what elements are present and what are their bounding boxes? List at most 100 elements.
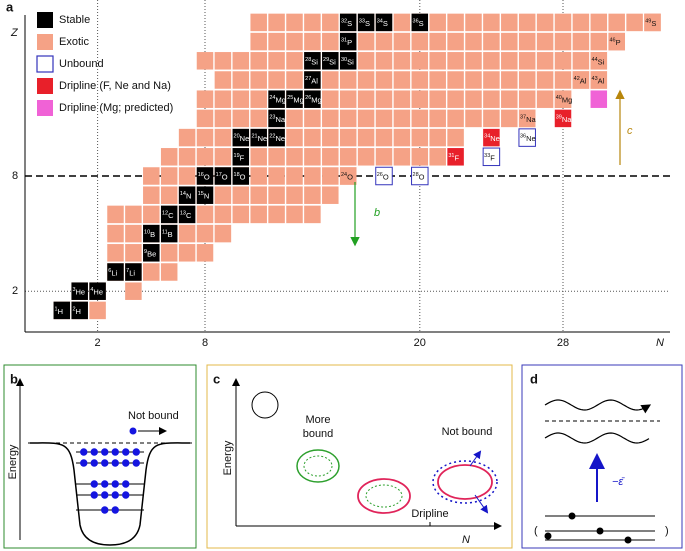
panel-label: d xyxy=(530,371,538,386)
nuclide xyxy=(143,205,160,224)
element: Ne xyxy=(275,134,285,143)
mass-number: 15 xyxy=(198,192,204,198)
panel-b-frame xyxy=(3,364,197,549)
nuclide xyxy=(250,109,267,128)
nuclide xyxy=(411,71,429,89)
nuclide xyxy=(160,244,178,262)
nuclide-label: 43Al xyxy=(592,76,605,85)
nuclide xyxy=(304,128,321,147)
nuclide xyxy=(447,71,464,89)
nuclide xyxy=(375,166,393,186)
nuclide-label: 24O xyxy=(341,172,353,181)
element: S xyxy=(383,19,388,28)
nuclide-label: 33F xyxy=(484,153,495,162)
x-axis-label: N xyxy=(462,534,470,546)
element: O xyxy=(419,172,425,181)
nuclide xyxy=(518,128,536,147)
mass-number: 12 xyxy=(162,211,168,217)
nuclide xyxy=(268,128,285,147)
nuclide xyxy=(304,52,321,70)
mass-number: 33 xyxy=(484,153,490,159)
n-tick-label: 20 xyxy=(414,337,426,349)
element: F xyxy=(490,153,495,162)
nuclide xyxy=(232,205,250,224)
potential-well xyxy=(29,442,191,546)
nuclide xyxy=(572,71,590,89)
nuclide xyxy=(375,148,393,166)
nuclide xyxy=(286,128,303,147)
mass-number: 7 xyxy=(126,268,129,274)
nuclide xyxy=(214,109,232,128)
nuclide xyxy=(465,109,482,128)
nuclide xyxy=(160,186,178,204)
nuclide xyxy=(322,52,339,70)
nuclide xyxy=(590,32,608,51)
nuclide xyxy=(483,90,500,108)
mass-number: 25 xyxy=(287,96,293,102)
particle xyxy=(111,506,119,514)
nuclide xyxy=(196,205,214,224)
nuclide xyxy=(554,32,572,51)
particle xyxy=(80,448,88,456)
nuclide xyxy=(143,244,160,262)
nuclide xyxy=(375,52,393,70)
element: P xyxy=(616,38,621,47)
legend-swatch xyxy=(37,34,53,50)
nuclide xyxy=(375,13,393,32)
nuclide xyxy=(160,167,178,185)
nuclide xyxy=(357,13,375,32)
nuclide xyxy=(339,109,357,128)
nuclide xyxy=(214,148,232,166)
panel-label: b xyxy=(10,371,18,386)
nuclide-label: 17O xyxy=(216,172,228,181)
nuclide-label: 10B xyxy=(144,230,155,239)
nuclide xyxy=(447,90,464,108)
mass-number: 30 xyxy=(341,57,347,63)
bracket: ( xyxy=(534,525,538,537)
mass-number: 24 xyxy=(341,172,347,178)
nuclide-label: 33S xyxy=(359,19,370,28)
nuclide xyxy=(286,167,303,185)
legend-label: Dripline (Mg; predicted) xyxy=(59,102,173,114)
nuclide xyxy=(482,147,501,167)
nuclide xyxy=(339,71,357,89)
nuclide xyxy=(160,148,178,166)
mass-number: 39 xyxy=(556,115,562,121)
particle xyxy=(111,491,119,499)
nuclide xyxy=(447,128,464,147)
nuclide-label: 26O xyxy=(377,172,389,181)
nuclide xyxy=(483,32,500,51)
annotation: Dripline xyxy=(411,508,448,520)
legend-label: Stable xyxy=(59,14,90,26)
particle xyxy=(90,491,98,499)
nuclide xyxy=(214,52,232,70)
nuclide xyxy=(465,13,482,32)
nuclide xyxy=(608,13,625,32)
particle xyxy=(101,480,109,488)
particle xyxy=(122,480,130,488)
mass-number: 1 xyxy=(55,307,58,313)
element: N xyxy=(186,192,191,201)
nuclide xyxy=(429,32,446,51)
nuclide-label: 9Be xyxy=(144,249,156,258)
element: Be xyxy=(147,249,156,258)
nuclide xyxy=(304,186,321,204)
nuclide-label: 42Al xyxy=(574,76,587,85)
nuclide-label: 46P xyxy=(609,38,620,47)
nuclide xyxy=(125,282,142,300)
nuclide xyxy=(357,71,375,89)
nuclide xyxy=(214,186,232,204)
nuclide xyxy=(268,90,285,108)
nuclide xyxy=(339,148,357,166)
particle xyxy=(568,512,576,520)
nuclide xyxy=(250,128,267,147)
mass-number: 42 xyxy=(574,76,580,82)
nuclide xyxy=(286,109,303,128)
nuclide-label: 28Si xyxy=(305,57,318,66)
element: Ne xyxy=(240,134,250,143)
mass-number: 3 xyxy=(72,288,75,294)
element: Ne xyxy=(490,134,500,143)
particle xyxy=(544,532,552,540)
nuclide xyxy=(232,71,250,89)
element: H xyxy=(58,307,63,316)
